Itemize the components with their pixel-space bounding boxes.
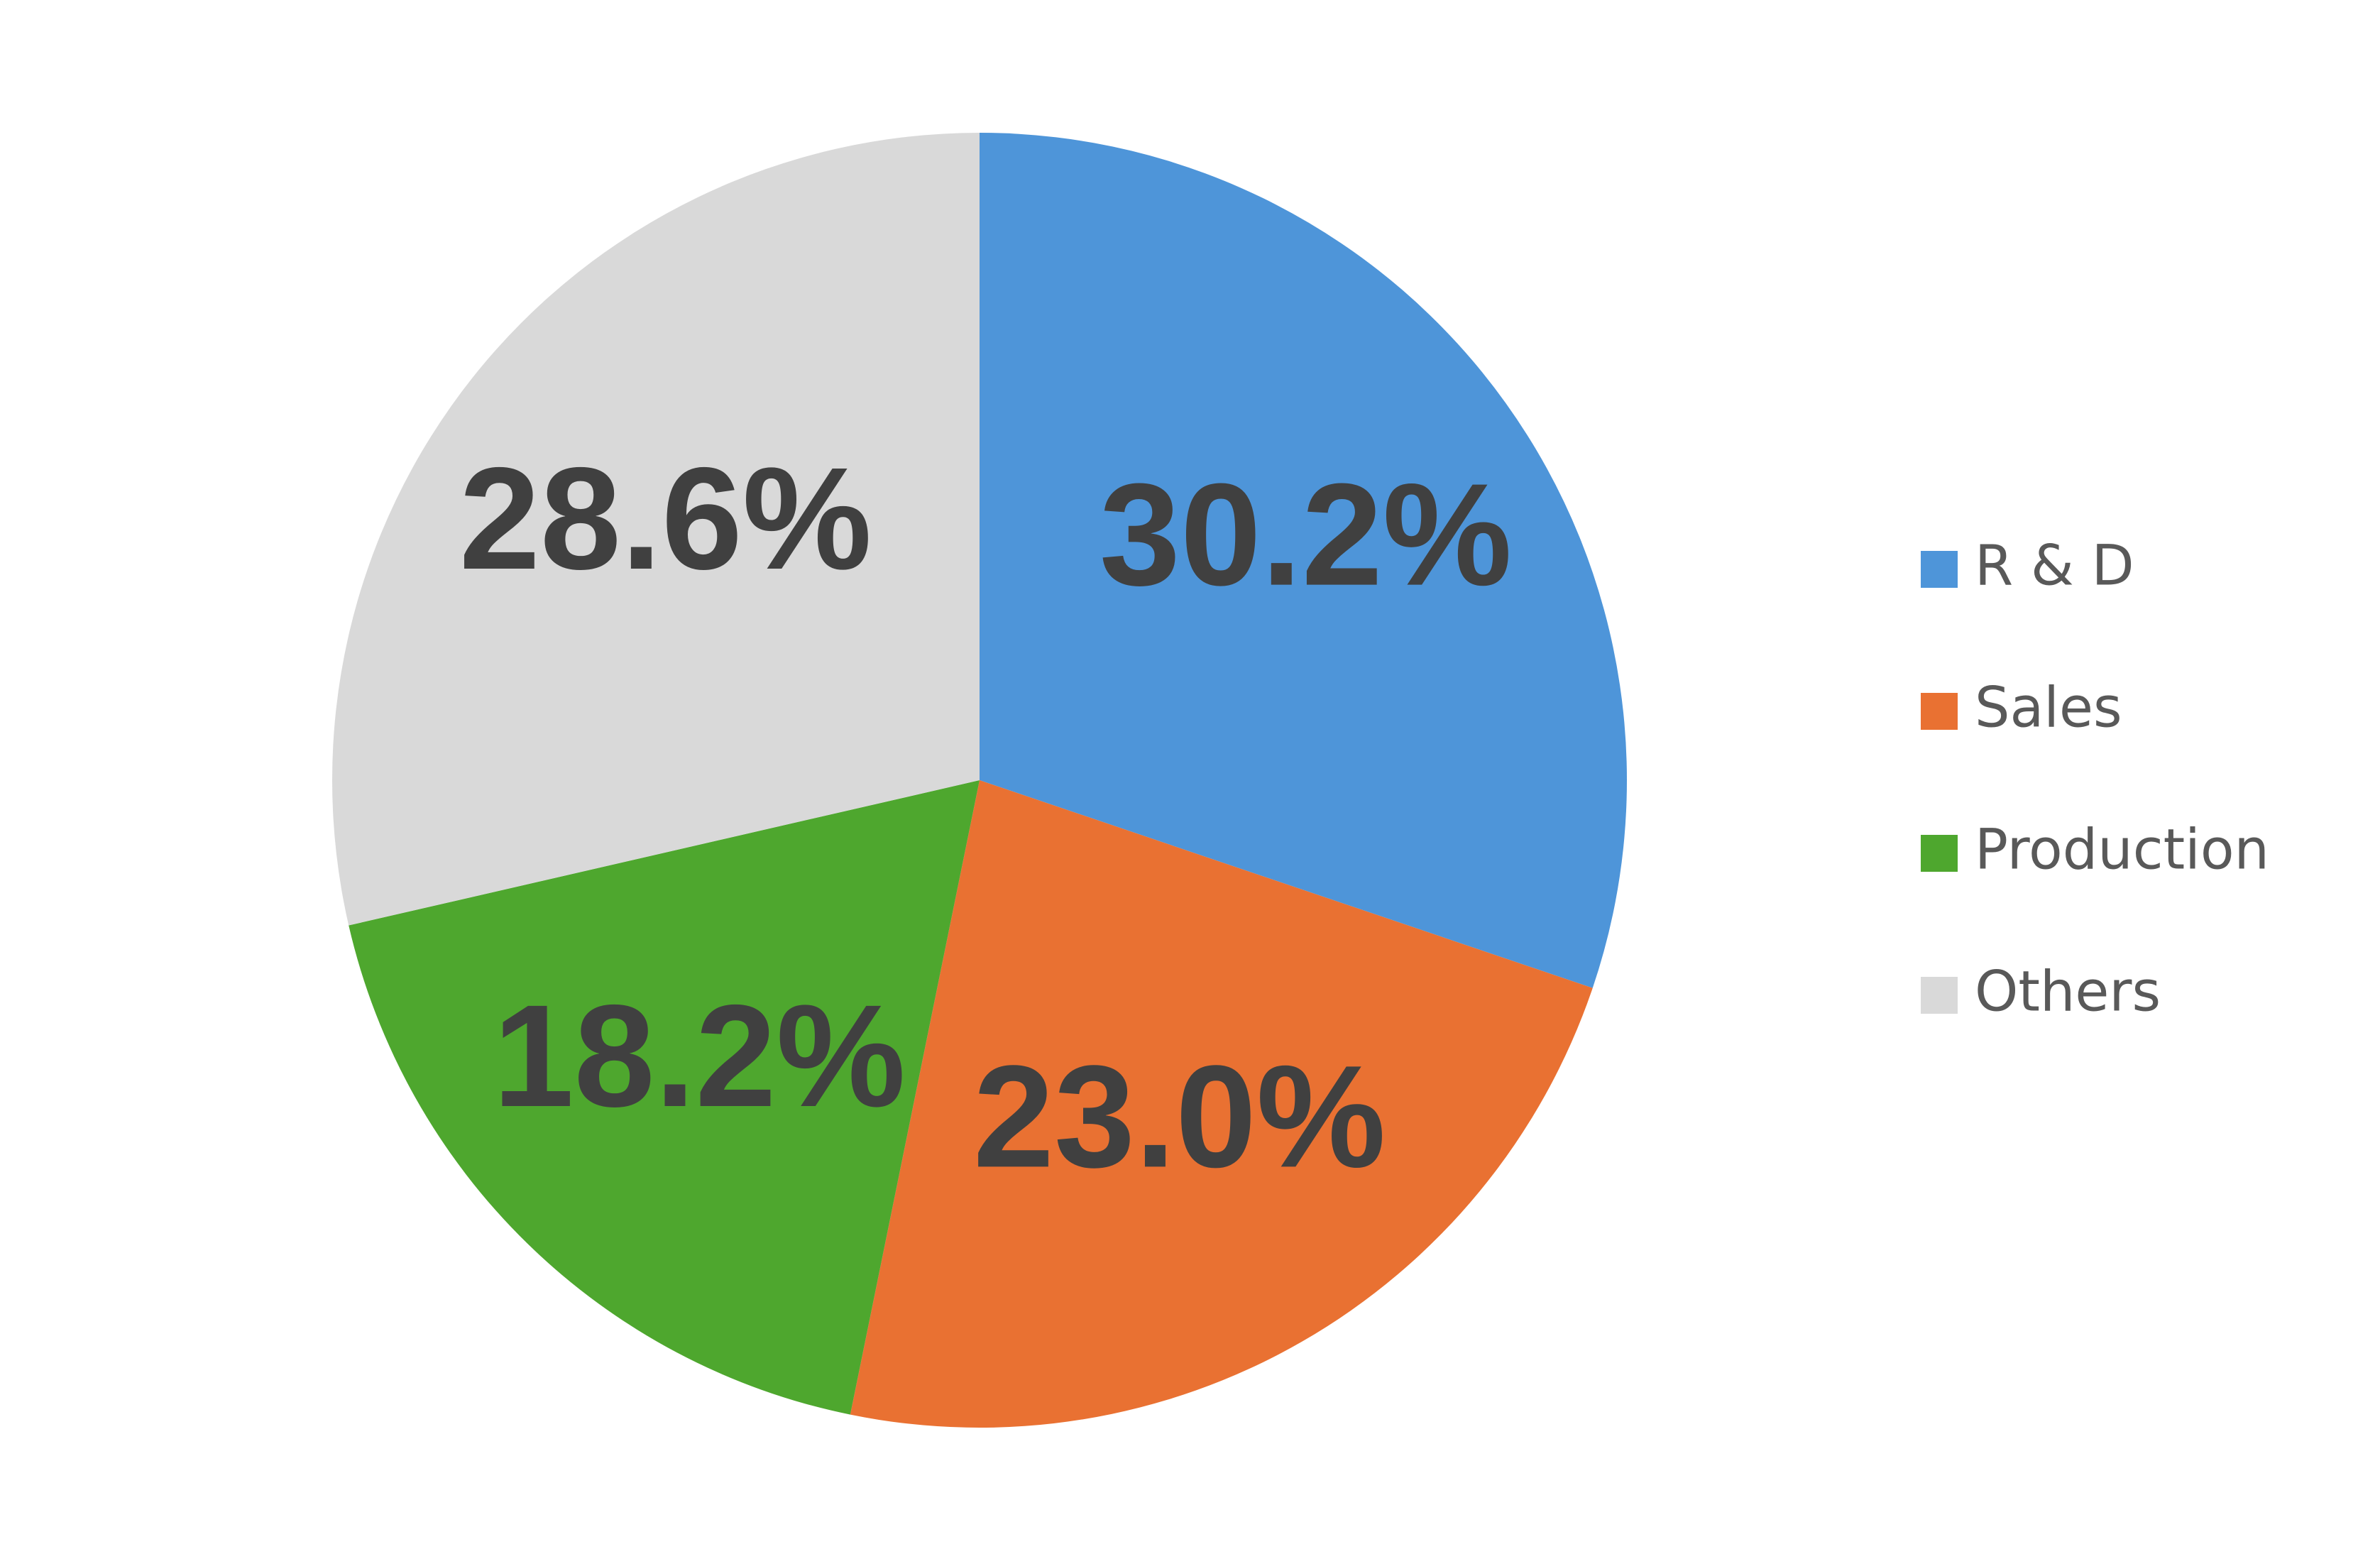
pie-slice [850, 780, 1593, 1428]
legend-swatch [1921, 693, 1958, 730]
pie-slice [349, 780, 980, 1415]
legend-label: Production [1975, 818, 2269, 882]
pie-slice [332, 133, 980, 926]
legend-swatch [1921, 551, 1958, 588]
legend-label: R & D [1975, 534, 2134, 598]
data-label: 28.6% [459, 437, 872, 600]
pie-slice [980, 133, 1627, 988]
data-label: 18.2% [493, 975, 906, 1137]
legend-swatch [1921, 977, 1958, 1014]
data-label: 30.2% [1099, 454, 1512, 616]
legend-label: Others [1975, 960, 2161, 1024]
data-label: 23.0% [973, 1035, 1386, 1198]
legend-label: Sales [1975, 676, 2122, 740]
legend-swatch [1921, 835, 1958, 872]
